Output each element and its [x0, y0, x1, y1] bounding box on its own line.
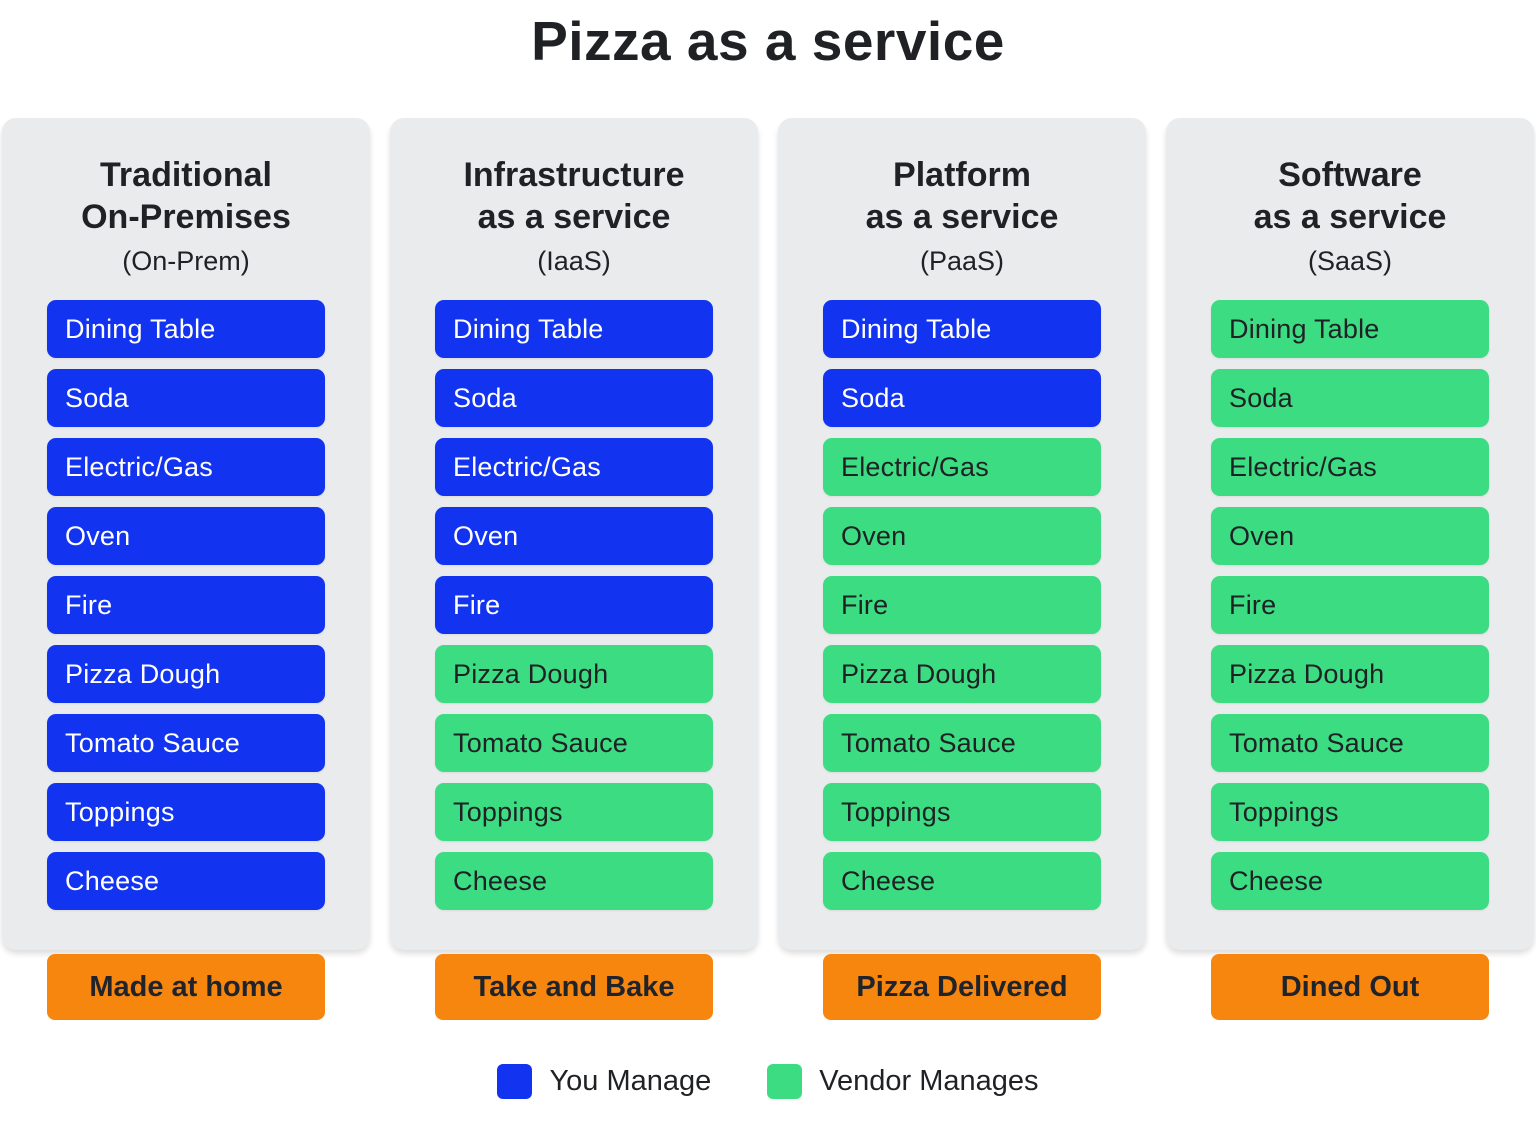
delivery-model-badge-saas: Dined Out: [1211, 954, 1489, 1020]
service-card-on-prem: Traditional On-Premises (On-Prem) Dining Ta…: [2, 118, 370, 950]
stack-item-dining-table: Dining Table: [1211, 300, 1489, 358]
stack-item-soda: Soda: [435, 369, 713, 427]
stack-item-toppings: Toppings: [435, 783, 713, 841]
stack-item-cheese: Cheese: [1211, 852, 1489, 910]
stack-item-fire: Fire: [1211, 576, 1489, 634]
stack-item-cheese: Cheese: [47, 852, 325, 910]
column-heading-line1: Platform: [893, 156, 1031, 194]
stack-item-pizza-dough: Pizza Dough: [1211, 645, 1489, 703]
stack-item-pizza-dough: Pizza Dough: [823, 645, 1101, 703]
stack-item-tomato-sauce: Tomato Sauce: [435, 714, 713, 772]
stack-item-electric-gas: Electric/Gas: [47, 438, 325, 496]
service-column-iaas: Infrastructure as a service (IaaS) Dining T…: [390, 118, 758, 1020]
legend-label: You Manage: [549, 1065, 712, 1097]
legend-item-you-manage: You Manage: [497, 1064, 711, 1099]
service-column-on-prem: Traditional On-Premises (On-Prem) Dining Ta…: [2, 118, 370, 1020]
stack-item-toppings: Toppings: [1211, 783, 1489, 841]
column-abbreviation: (SaaS): [1307, 246, 1393, 276]
stack-item-tomato-sauce: Tomato Sauce: [47, 714, 325, 772]
stack-item-oven: Oven: [47, 507, 325, 565]
stack-items: Dining Table Soda Electric/Gas Oven Fire Pizz…: [1166, 300, 1534, 910]
page-title: Pizza as a service: [531, 10, 1005, 72]
stack-item-dining-table: Dining Table: [435, 300, 713, 358]
legend: You Manage Vendor Manages: [0, 1064, 1536, 1099]
stack-item-tomato-sauce: Tomato Sauce: [823, 714, 1101, 772]
service-card-iaas: Infrastructure as a service (IaaS) Dining T…: [390, 118, 758, 950]
stack-item-pizza-dough: Pizza Dough: [435, 645, 713, 703]
stack-item-cheese: Cheese: [435, 852, 713, 910]
column-heading: Platform as a service: [778, 154, 1146, 238]
legend-label: Vendor Manages: [819, 1065, 1039, 1097]
columns-row: Traditional On-Premises (On-Prem) Dining Ta…: [0, 118, 1536, 1020]
stack-item-soda: Soda: [823, 369, 1101, 427]
stack-item-dining-table: Dining Table: [823, 300, 1101, 358]
stack-items: Dining Table Soda Electric/Gas Oven Fire Pizz…: [390, 300, 758, 910]
stack-item-oven: Oven: [435, 507, 713, 565]
stack-item-cheese: Cheese: [823, 852, 1101, 910]
column-abbreviation: (On-Prem): [122, 246, 250, 276]
stack-item-electric-gas: Electric/Gas: [1211, 438, 1489, 496]
you-manage-swatch-icon: [497, 1064, 533, 1099]
stack-item-fire: Fire: [823, 576, 1101, 634]
stack-item-tomato-sauce: Tomato Sauce: [1211, 714, 1489, 772]
service-column-paas: Platform as a service (PaaS) Dining Table So…: [778, 118, 1146, 1020]
stack-item-electric-gas: Electric/Gas: [435, 438, 713, 496]
column-heading: Infrastructure as a service: [390, 154, 758, 238]
stack-item-electric-gas: Electric/Gas: [823, 438, 1101, 496]
column-heading-line1: Infrastructure: [463, 156, 685, 194]
stack-item-soda: Soda: [1211, 369, 1489, 427]
stack-item-fire: Fire: [47, 576, 325, 634]
delivery-model-badge-on-prem: Made at home: [47, 954, 325, 1020]
column-heading-line1: Traditional: [100, 156, 272, 194]
column-heading-line2: as a service: [865, 198, 1059, 236]
stack-item-pizza-dough: Pizza Dough: [47, 645, 325, 703]
stack-item-toppings: Toppings: [47, 783, 325, 841]
stack-item-toppings: Toppings: [823, 783, 1101, 841]
column-abbreviation: (IaaS): [537, 246, 611, 276]
stack-items: Dining Table Soda Electric/Gas Oven Fire Pizz…: [2, 300, 370, 910]
stack-item-oven: Oven: [1211, 507, 1489, 565]
stack-item-soda: Soda: [47, 369, 325, 427]
column-heading-line2: as a service: [1253, 198, 1447, 236]
delivery-model-badge-paas: Pizza Delivered: [823, 954, 1101, 1020]
stack-items: Dining Table Soda Electric/Gas Oven Fire Pizz…: [778, 300, 1146, 910]
service-card-saas: Software as a service (SaaS) Dining Table So…: [1166, 118, 1534, 950]
column-heading-line1: Software: [1278, 156, 1422, 194]
service-column-saas: Software as a service (SaaS) Dining Table So…: [1166, 118, 1534, 1020]
stack-item-fire: Fire: [435, 576, 713, 634]
column-heading-line2: On-Premises: [81, 198, 291, 236]
legend-item-vendor-manages: Vendor Manages: [767, 1064, 1039, 1099]
service-card-paas: Platform as a service (PaaS) Dining Table So…: [778, 118, 1146, 950]
stack-item-dining-table: Dining Table: [47, 300, 325, 358]
column-heading-line2: as a service: [477, 198, 671, 236]
delivery-model-badge-iaas: Take and Bake: [435, 954, 713, 1020]
column-abbreviation: (PaaS): [919, 246, 1005, 276]
column-heading: Traditional On-Premises: [2, 154, 370, 238]
vendor-manages-swatch-icon: [767, 1064, 803, 1099]
column-heading: Software as a service: [1166, 154, 1534, 238]
stack-item-oven: Oven: [823, 507, 1101, 565]
